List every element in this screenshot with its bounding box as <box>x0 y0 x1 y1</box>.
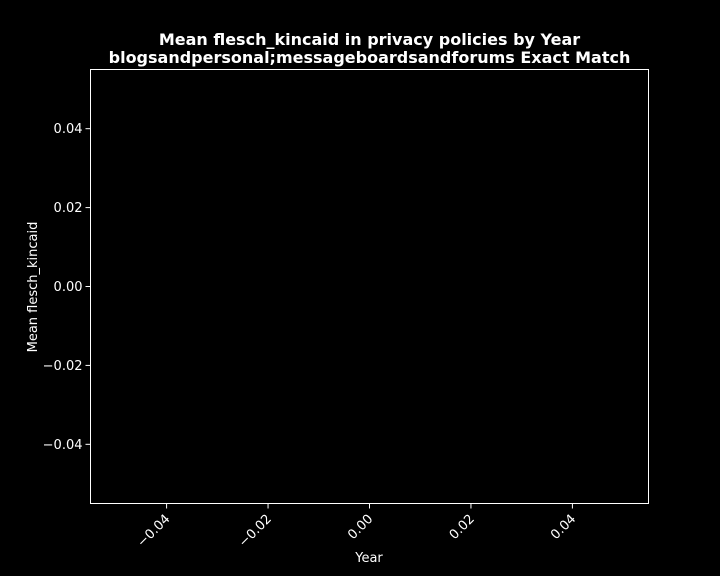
y-tick-label: −0.02 <box>43 359 83 374</box>
chart-title: Mean flesch_kincaid in privacy policies … <box>159 30 580 49</box>
y-tick-label: 0.04 <box>54 122 83 137</box>
y-tick-label: −0.04 <box>43 438 83 453</box>
x-axis-label: Year <box>354 551 383 566</box>
y-tick-label: 0.00 <box>54 280 83 295</box>
y-tick-label: 0.02 <box>54 201 83 216</box>
chart-subtitle: blogsandpersonal;messageboardsandforums … <box>109 48 631 67</box>
y-axis: −0.04 −0.02 0.00 0.02 0.04 <box>43 122 91 453</box>
y-axis-label: Mean flesch_kincaid <box>26 222 41 353</box>
